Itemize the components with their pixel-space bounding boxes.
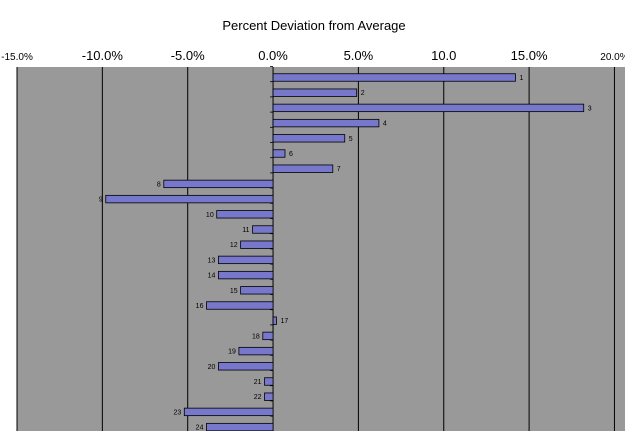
bar bbox=[218, 270, 274, 280]
bar bbox=[264, 377, 274, 386]
bar-label: 18 bbox=[252, 333, 260, 340]
bar-label: 7 bbox=[337, 166, 341, 173]
bar-label: 5 bbox=[349, 136, 353, 143]
bar bbox=[163, 179, 274, 189]
bar-label: 20 bbox=[208, 364, 216, 371]
bar-label: 4 bbox=[383, 121, 387, 128]
bar-label: 6 bbox=[289, 151, 293, 158]
x-tick-label: 15.0% bbox=[511, 48, 548, 63]
x-tick-label: -5.0% bbox=[171, 48, 205, 63]
bar bbox=[218, 362, 274, 371]
bar-label: 11 bbox=[242, 227, 249, 234]
bar-label: 19 bbox=[228, 349, 236, 356]
bar bbox=[238, 346, 274, 356]
bar-label: 13 bbox=[208, 257, 216, 264]
bar-label: 8 bbox=[157, 181, 161, 188]
bar bbox=[272, 103, 585, 113]
bar-label: 9 bbox=[99, 197, 103, 204]
x-tick-label: 20.0% bbox=[600, 52, 625, 63]
bar-label: 14 bbox=[208, 273, 216, 280]
plot-background bbox=[17, 67, 625, 431]
bar-label: 3 bbox=[588, 105, 592, 112]
x-tick-label: -15.0% bbox=[1, 52, 33, 63]
bar-label: 23 bbox=[173, 409, 181, 416]
bar bbox=[272, 149, 286, 158]
bar bbox=[264, 392, 274, 401]
bar bbox=[272, 134, 346, 143]
bar bbox=[272, 88, 358, 97]
bar-label: 16 bbox=[196, 303, 204, 310]
bar bbox=[272, 73, 516, 82]
bar bbox=[206, 301, 274, 310]
bar bbox=[206, 422, 274, 432]
x-tick-label: 10.0 bbox=[431, 48, 456, 63]
bar-label: 24 bbox=[196, 425, 204, 431]
bar-label: 22 bbox=[254, 394, 262, 401]
bar bbox=[272, 316, 277, 325]
x-tick-label: -10.0% bbox=[82, 48, 124, 63]
bar bbox=[272, 164, 334, 173]
bar-label: 15 bbox=[230, 288, 238, 295]
bar bbox=[272, 118, 380, 128]
bar bbox=[183, 407, 274, 417]
bar-label: 10 bbox=[206, 212, 214, 219]
bar-label: 12 bbox=[230, 242, 238, 249]
bar bbox=[216, 210, 274, 219]
x-tick-label: 5.0% bbox=[344, 48, 374, 63]
bar bbox=[240, 240, 274, 249]
bar-label: 1 bbox=[519, 75, 523, 82]
bar bbox=[240, 286, 274, 295]
x-axis-tick-labels: -15.0% -10.0% -5.0% 0.0% 5.0% 10.0 15.0% 20.0% bbox=[1, 48, 625, 63]
bar bbox=[262, 331, 274, 341]
bar-label: 2 bbox=[361, 90, 365, 97]
bar bbox=[218, 255, 274, 265]
bar bbox=[252, 225, 274, 234]
chart-title: Percent Deviation from Average bbox=[222, 18, 405, 33]
bar-label: 17 bbox=[280, 318, 288, 325]
bar-label: 21 bbox=[254, 379, 262, 386]
bar bbox=[105, 194, 274, 204]
x-tick-label: 0.0% bbox=[258, 48, 288, 63]
